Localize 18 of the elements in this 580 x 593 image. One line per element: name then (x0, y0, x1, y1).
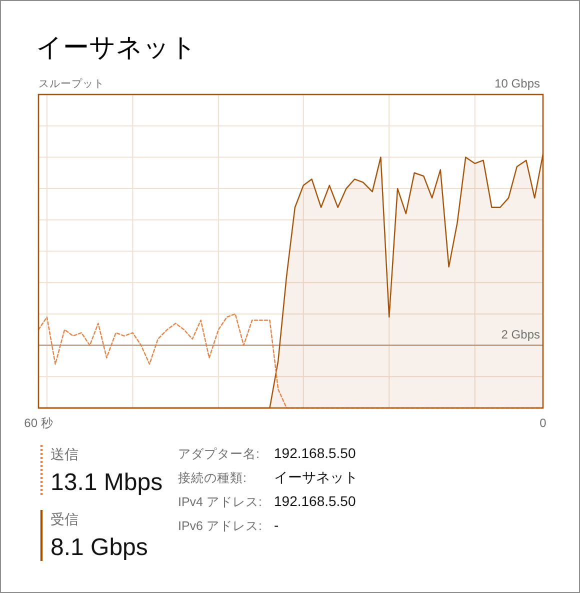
x-tick-label: 0 (540, 416, 547, 430)
legend-label: 受信 (50, 511, 78, 527)
x-tick-label: 60 秒 (24, 416, 53, 430)
chart-title: イーサネット (36, 32, 197, 62)
text: アダプター名: (178, 447, 260, 461)
text: - (274, 517, 279, 533)
y-tick-label: 10 Gbps (494, 76, 540, 90)
text: 192.168.5.50 (274, 493, 356, 509)
text: IPv6 アドレス: (178, 519, 262, 533)
text: 13.1 Mbps (50, 469, 163, 496)
y-axis-title: スループット (38, 77, 104, 90)
text: 8.1 Gbps (50, 534, 148, 561)
text: 192.168.5.50 (274, 445, 356, 461)
text: IPv4 アドレス: (178, 495, 262, 509)
legend-label: 送信 (50, 446, 78, 462)
text: 接続の種類: (178, 471, 246, 485)
y-tick-label: 2 Gbps (501, 327, 540, 342)
text: イーサネット (274, 469, 358, 485)
